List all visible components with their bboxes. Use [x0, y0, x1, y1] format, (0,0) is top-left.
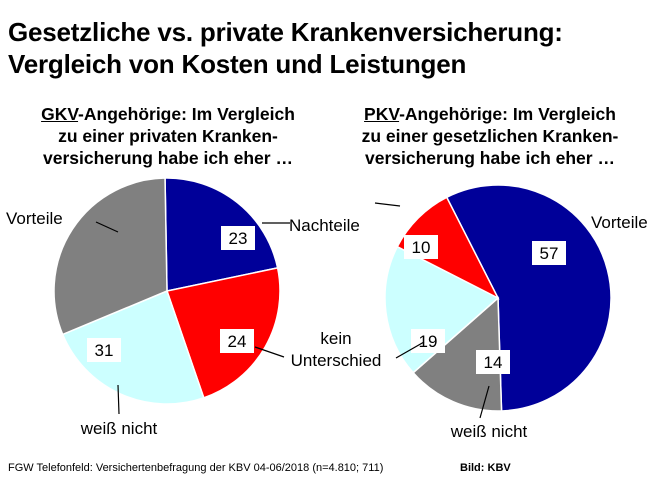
label-nachteile: Nachteile	[289, 216, 360, 235]
gkv-slice-weiss-nicht	[53, 177, 168, 336]
leader-gkv-weiss-nicht	[117, 384, 120, 415]
label-gkv-vorteile: Vorteile	[6, 209, 63, 228]
leader-pkv-weiss-nicht	[479, 385, 490, 419]
leader-pkv-kein-unterschied	[395, 341, 425, 359]
gkv-value-box-weiss-nicht	[87, 338, 121, 362]
leader-gkv-vorteile	[95, 221, 119, 233]
pkv-subtitle: PKV-Angehörige: Im Vergleich zu einer ge…	[340, 103, 640, 169]
pkv-pie: 57 14 19 10	[384, 184, 612, 412]
label-kein: kein	[320, 329, 351, 348]
chart-title: Gesetzliche vs. private Krankenversicher…	[8, 16, 563, 80]
pkv-value-box-nachteile	[404, 235, 438, 259]
pkv-value-label-kein-unterschied: 19	[419, 332, 438, 351]
pkv-value-box-vorteile	[532, 241, 566, 265]
label-gkv-weiss-nicht: weiß nicht	[80, 419, 158, 438]
gkv-value-box-kein-unterschied	[220, 329, 254, 353]
leader-gkv-kein-unterschied	[254, 346, 285, 358]
pkv-value-box-weiss-nicht	[476, 350, 510, 374]
image-credit: Bild: KBV	[460, 462, 511, 474]
gkv-abbr: GKV	[41, 104, 79, 124]
leader-lines	[95, 202, 490, 419]
category-labels: Vorteile Nachteile Vorteile kein Untersc…	[6, 209, 648, 441]
pkv-slice-weiss-nicht	[412, 296, 503, 412]
gkv-subtitle-line1: -Angehörige: Im Vergleich	[78, 104, 295, 124]
pkv-value-label-vorteile: 57	[540, 244, 559, 263]
pkv-value-label-weiss-nicht: 14	[484, 353, 503, 372]
gkv-value-label-weiss-nicht: 31	[95, 341, 114, 360]
label-pkv-weiss-nicht: weiß nicht	[450, 422, 528, 441]
gkv-value-box-nachteile	[221, 226, 255, 250]
gkv-slice-kein-unterschied	[61, 290, 205, 405]
pkv-value-box-kein-unterschied	[411, 329, 445, 353]
gkv-subtitle: GKV-Angehörige: Im Vergleich zu einer pr…	[18, 103, 318, 169]
source-footer: FGW Telefonfeld: Versichertenbefragung d…	[8, 462, 384, 474]
pkv-slice-nachteile	[396, 196, 500, 300]
title-line-1: Gesetzliche vs. private Krankenversicher…	[8, 17, 563, 47]
pkv-abbr: PKV	[364, 104, 400, 124]
gkv-subtitle-line2: zu einer privaten Kranken-	[58, 126, 278, 146]
gkv-value-label-nachteile: 23	[229, 229, 248, 248]
label-unterschied: Unterschied	[291, 351, 382, 370]
leader-pkv-nachteile	[374, 202, 401, 207]
pkv-value-label-nachteile: 10	[412, 238, 431, 257]
gkv-value-label-kein-unterschied: 24	[228, 332, 247, 351]
pkv-subtitle-line1: -Angehörige: Im Vergleich	[399, 104, 616, 124]
title-line-2: Vergleich von Kosten und Leistungen	[8, 49, 467, 79]
pkv-slice-vorteile	[445, 184, 612, 412]
gkv-pie: 22232431	[53, 177, 281, 405]
label-pkv-vorteile: Vorteile	[591, 213, 648, 232]
pkv-subtitle-line3: versicherung habe ich eher …	[365, 148, 615, 168]
pkv-subtitle-line2: zu einer gesetzlichen Kranken-	[361, 126, 619, 146]
gkv-subtitle-line3: versicherung habe ich eher …	[43, 148, 293, 168]
